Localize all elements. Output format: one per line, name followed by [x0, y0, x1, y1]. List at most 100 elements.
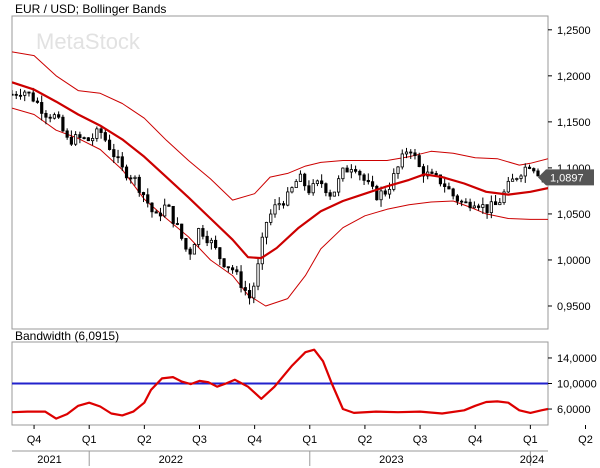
candle [150, 202, 154, 218]
candle [197, 227, 201, 248]
candle [383, 188, 387, 197]
price-tick-label: 0,9500 [557, 301, 591, 313]
candle [44, 110, 48, 125]
candle [460, 199, 464, 207]
candle [354, 165, 358, 174]
candle [532, 167, 536, 174]
candle [277, 197, 281, 211]
x-tick-label: Q1 [523, 434, 538, 446]
candle [477, 203, 481, 211]
candle [510, 173, 515, 182]
candle [298, 170, 303, 182]
candle [52, 112, 57, 120]
x-tick-label: Q3 [413, 434, 428, 446]
candle [523, 163, 527, 183]
x-tick-label: Q2 [137, 434, 152, 446]
last-price-badge-shape [538, 169, 594, 186]
year-label: 2023 [379, 454, 403, 466]
candle [315, 179, 320, 187]
candle [214, 235, 218, 250]
bandwidth-series-layer [12, 348, 548, 420]
candle [392, 168, 396, 192]
candle [515, 177, 519, 182]
candle [332, 191, 336, 197]
year-label: 2022 [159, 454, 183, 466]
candle [171, 205, 175, 228]
last-price-label: 1,0897 [550, 172, 584, 184]
candle [27, 91, 31, 97]
candle [222, 258, 226, 269]
price-tick-label: 1,0000 [557, 255, 591, 267]
candle [205, 230, 209, 247]
candle [218, 247, 222, 266]
x-tick-label: Q4 [27, 434, 42, 446]
candle [264, 221, 269, 245]
candle [379, 186, 383, 207]
candle [158, 207, 163, 222]
candle [358, 169, 362, 181]
candle [23, 89, 27, 102]
candle [396, 165, 400, 179]
candle [91, 133, 95, 146]
candle [95, 126, 99, 142]
candle [413, 148, 417, 160]
price-tick-label: 1,0500 [557, 209, 591, 221]
lower-band-line [12, 107, 548, 307]
year-label: 2021 [37, 454, 61, 466]
candle [417, 152, 421, 168]
candle [366, 173, 370, 185]
candle [273, 199, 277, 218]
candle [74, 131, 78, 146]
candle [167, 203, 171, 207]
candle [464, 198, 468, 204]
candle [129, 174, 133, 184]
candle [146, 188, 150, 208]
price-y-axis: 1,25001,20001,15001,10001,05001,00000,95… [548, 25, 591, 313]
candle [303, 172, 307, 191]
year-label: 2024 [520, 454, 544, 466]
x-tick-label: Q2 [358, 434, 373, 446]
candle [485, 204, 489, 219]
candle [349, 164, 353, 179]
candle [409, 149, 413, 159]
candle [201, 224, 205, 240]
candle [328, 189, 332, 200]
candle [260, 232, 264, 270]
candle [252, 282, 256, 304]
candle [188, 246, 192, 260]
price-panel-frame [11, 15, 549, 330]
candle [99, 125, 103, 139]
price-tick-label: 1,1500 [557, 117, 591, 129]
candle [209, 237, 213, 250]
candle [362, 173, 366, 186]
candle [294, 179, 298, 189]
x-tick-label: Q2 [578, 434, 593, 446]
bandwidth-chart-title: Bandwidth (6,0915) [15, 329, 119, 343]
candle [468, 198, 472, 212]
candle [320, 174, 324, 188]
candle [78, 131, 82, 144]
candle [290, 186, 294, 194]
candle [192, 243, 196, 255]
candle [281, 200, 286, 209]
candle [18, 88, 23, 100]
candle [307, 180, 311, 196]
candle [184, 237, 188, 252]
candle [243, 280, 247, 296]
candle [506, 176, 510, 194]
candle [370, 175, 375, 190]
x-tick-label: Q3 [192, 434, 207, 446]
candle [40, 95, 44, 121]
candle [86, 137, 90, 142]
candle [116, 149, 120, 164]
candle [498, 198, 502, 206]
middle-band-line [12, 81, 548, 260]
x-tick-label: Q1 [82, 434, 97, 446]
price-tick-label: 1,2500 [557, 25, 591, 37]
candle [137, 174, 141, 197]
candle [57, 111, 61, 119]
candle [527, 164, 532, 170]
x-tick-label: Q4 [247, 434, 262, 446]
candle [124, 164, 129, 181]
